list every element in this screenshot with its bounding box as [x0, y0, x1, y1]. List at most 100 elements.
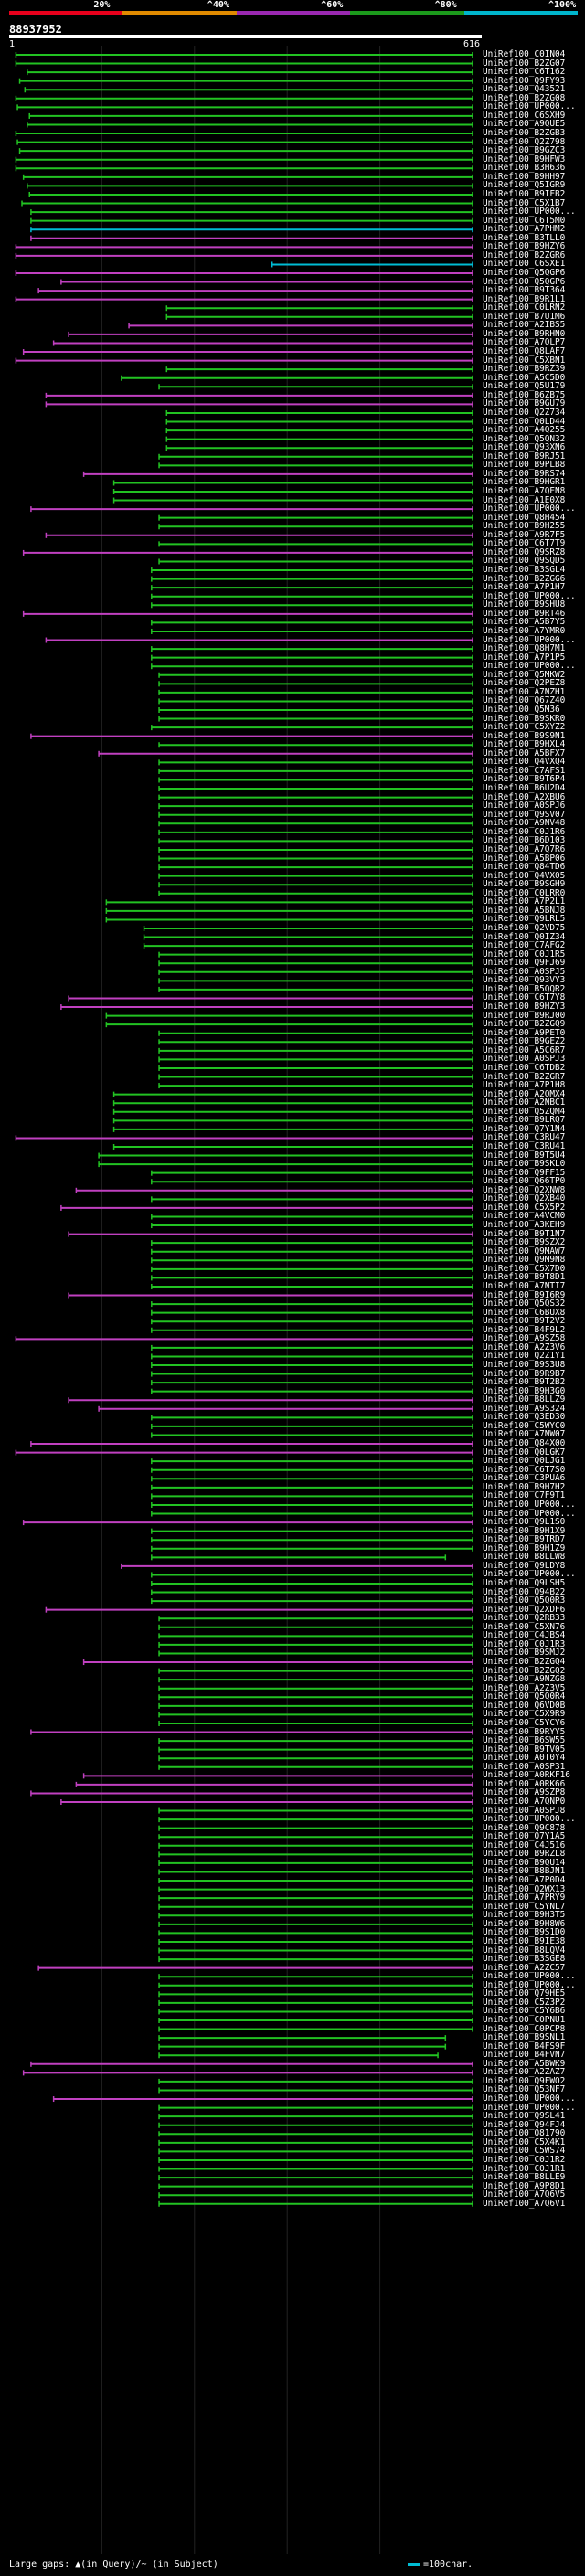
hit-label-link[interactable]: UniRef100_C5X9R9 [483, 1709, 566, 1720]
hit-label-link[interactable]: UniRef100_C7F9T1 [483, 1490, 566, 1501]
hit-label-link[interactable]: UniRef100_B9RJ00 [483, 1010, 566, 1021]
hit-label-link[interactable]: UniRef100_UP000... [483, 2102, 576, 2113]
hit-label-link[interactable]: UniRef100_Q2XB40 [483, 1193, 566, 1204]
hit-label-link[interactable]: UniRef100_Q5IGR9 [483, 180, 566, 191]
hit-label-link[interactable]: UniRef100_A3KEH9 [483, 1220, 566, 1231]
hit-label-link[interactable]: UniRef100_C5X1B7 [483, 197, 566, 208]
hit-label-link[interactable]: UniRef100_B9T364 [483, 285, 566, 296]
hit-label-link[interactable]: UniRef100_A9QUE5 [483, 119, 566, 130]
hit-label-link[interactable]: UniRef100_Q4VXQ4 [483, 757, 566, 768]
hit-label-link[interactable]: UniRef100_UP000... [483, 504, 576, 514]
hit-label-link[interactable]: UniRef100_A7NW07 [483, 1429, 566, 1440]
hit-label-link[interactable]: UniRef100_C6BUX8 [483, 1307, 566, 1318]
hit-label-link[interactable]: UniRef100_Q8H7M1 [483, 643, 566, 654]
hit-label-link[interactable]: UniRef100_B9RZ39 [483, 364, 566, 375]
hit-label-link[interactable]: UniRef100_C5Z3P2 [483, 1997, 566, 2008]
hit-label-link[interactable]: UniRef100_C0LRR0 [483, 887, 566, 898]
hit-label-link[interactable]: UniRef100_C0LRN2 [483, 302, 566, 313]
hit-label-link[interactable]: UniRef100_B9T5U4 [483, 1150, 566, 1161]
hit-label-link[interactable]: UniRef100_B6SW55 [483, 1735, 566, 1746]
hit-label-link[interactable]: UniRef100_Q2XNW8 [483, 1184, 566, 1195]
hit-label-link[interactable]: UniRef100_A7NTI7 [483, 1280, 566, 1291]
hit-label-link[interactable]: UniRef100_B9RHN0 [483, 328, 566, 339]
hit-label-link[interactable]: UniRef100_B9IE38 [483, 1935, 566, 1946]
hit-label-link[interactable]: UniRef100_B9TRD7 [483, 1534, 566, 1545]
hit-label-link[interactable]: UniRef100_B9R1L1 [483, 293, 566, 304]
hit-label-link[interactable]: UniRef100_Q53NF7 [483, 2084, 566, 2095]
hit-label-link[interactable]: UniRef100_Q84X00 [483, 1438, 566, 1449]
hit-label-link[interactable]: UniRef100_Q67Z40 [483, 695, 566, 706]
hit-label-link[interactable]: UniRef100_Q9SQD5 [483, 556, 566, 567]
hit-label-link[interactable]: UniRef100_A2ZC57 [483, 1962, 566, 1973]
hit-label-link[interactable]: UniRef100_Q5Q0R4 [483, 1691, 566, 1702]
hit-label-link[interactable]: UniRef100_UP000... [483, 2094, 576, 2104]
hit-label-link[interactable]: UniRef100_Q66TP0 [483, 1176, 566, 1187]
hit-label-link[interactable]: UniRef100_Q84TD6 [483, 862, 566, 873]
hit-label-link[interactable]: UniRef100_C0J1R2 [483, 2154, 566, 2165]
hit-label-link[interactable]: UniRef100_A5BP06 [483, 853, 566, 864]
hit-label-link[interactable]: UniRef100_UP000... [483, 207, 576, 217]
hit-label-link[interactable]: UniRef100_A9S324 [483, 1403, 566, 1414]
hit-label-link[interactable]: UniRef100_C6T7S0 [483, 1464, 566, 1475]
hit-label-link[interactable]: UniRef100_A9PET0 [483, 1027, 566, 1038]
hit-label-link[interactable]: UniRef100_B9TV05 [483, 1744, 566, 1754]
hit-label-link[interactable]: UniRef100_Q0IZ34 [483, 931, 566, 942]
hit-label-link[interactable]: UniRef100_B9SGH9 [483, 879, 566, 890]
hit-label-link[interactable]: UniRef100_Q9C878 [483, 1822, 566, 1833]
hit-label-link[interactable]: UniRef100_Q9MAW7 [483, 1246, 566, 1256]
hit-label-link[interactable]: UniRef100_B9H1X9 [483, 1525, 566, 1536]
hit-label-link[interactable]: UniRef100_B9GEZ2 [483, 1036, 566, 1047]
hit-label-link[interactable]: UniRef100_A4Q255 [483, 425, 566, 436]
hit-label-link[interactable]: UniRef100_C5X7D0 [483, 1263, 566, 1274]
hit-label-link[interactable]: UniRef100_Q9FY93 [483, 75, 566, 86]
hit-label-link[interactable]: UniRef100_C5WS74 [483, 2146, 566, 2157]
hit-label-link[interactable]: UniRef100_UP000... [483, 1569, 576, 1580]
hit-label-link[interactable]: UniRef100_B9GU79 [483, 398, 566, 409]
hit-label-link[interactable]: UniRef100_B3H636 [483, 163, 566, 174]
hit-label-link[interactable]: UniRef100_B8LLZ9 [483, 1394, 566, 1405]
hit-label-link[interactable]: UniRef100_A9SZ58 [483, 1333, 566, 1344]
hit-label-link[interactable]: UniRef100_C0J1R5 [483, 949, 566, 959]
hit-label-link[interactable]: UniRef100_A2Z3V6 [483, 1341, 566, 1352]
hit-label-link[interactable]: UniRef100_B6D103 [483, 835, 566, 846]
hit-label-link[interactable]: UniRef100_Q94FJ4 [483, 2119, 566, 2130]
hit-label-link[interactable]: UniRef100_B2ZGQ9 [483, 1019, 566, 1030]
hit-label-link[interactable]: UniRef100_B2ZGR6 [483, 249, 566, 260]
hit-label-link[interactable]: UniRef100_Q5MKW2 [483, 669, 566, 680]
hit-label-link[interactable]: UniRef100_C5Y6B6 [483, 2006, 566, 2017]
hit-label-link[interactable]: UniRef100_B9PLB8 [483, 460, 566, 471]
hit-label-link[interactable]: UniRef100_Q2Z734 [483, 407, 566, 418]
hit-label-link[interactable]: UniRef100_UP000... [483, 1499, 576, 1510]
hit-label-link[interactable]: UniRef100_Q5ZQM4 [483, 1106, 566, 1117]
hit-label-link[interactable]: UniRef100_B2ZG07 [483, 58, 566, 69]
hit-label-link[interactable]: UniRef100_Q5Q0R3 [483, 1595, 566, 1606]
hit-label-link[interactable]: UniRef100_C6T7T9 [483, 538, 566, 549]
hit-label-link[interactable]: UniRef100_B9H1Z9 [483, 1542, 566, 1553]
hit-label-link[interactable]: UniRef100_C6T5M0 [483, 215, 566, 226]
hit-label-link[interactable]: UniRef100_C0PCP8 [483, 2023, 566, 2034]
hit-label-link[interactable]: UniRef100_B8LLE9 [483, 2172, 566, 2183]
hit-label-link[interactable]: UniRef100_A4VCM0 [483, 1211, 566, 1222]
hit-label-link[interactable]: UniRef100_B9SKL0 [483, 1159, 566, 1170]
hit-label-link[interactable]: UniRef100_C7AFS1 [483, 765, 566, 776]
hit-label-link[interactable]: UniRef100_Q9FJ69 [483, 958, 566, 969]
hit-label-link[interactable]: UniRef100_B9RZL8 [483, 1849, 566, 1860]
hit-label-link[interactable]: UniRef100_A0SPJ5 [483, 966, 566, 977]
hit-label-link[interactable]: UniRef100_B2ZGQ2 [483, 1665, 566, 1676]
hit-label-link[interactable]: UniRef100_C5X4K1 [483, 2136, 566, 2147]
hit-label-link[interactable]: UniRef100_A5BWK9 [483, 2058, 566, 2069]
hit-label-link[interactable]: UniRef100_Q6VD0B [483, 1700, 566, 1711]
hit-label-link[interactable]: UniRef100_A0SPJ6 [483, 800, 566, 811]
hit-label-link[interactable]: UniRef100_A0SPJ3 [483, 1054, 566, 1065]
hit-label-link[interactable]: UniRef100_C6SXE1 [483, 259, 566, 270]
hit-label-link[interactable]: UniRef100_A9NZG8 [483, 1674, 566, 1685]
hit-label-link[interactable]: UniRef100_B9H7H2 [483, 1481, 566, 1492]
hit-label-link[interactable]: UniRef100_Q5U179 [483, 381, 566, 392]
hit-label-link[interactable]: UniRef100_A5C6R7 [483, 1044, 566, 1055]
hit-label-link[interactable]: UniRef100_Q3ED30 [483, 1412, 566, 1423]
hit-label-link[interactable]: UniRef100_Q9LSH5 [483, 1578, 566, 1588]
hit-label-link[interactable]: UniRef100_A7Q7R6 [483, 843, 566, 854]
hit-label-link[interactable]: UniRef100_A2QMX4 [483, 1088, 566, 1099]
hit-label-link[interactable]: UniRef100_A7Q6V5 [483, 2189, 566, 2200]
hit-label-link[interactable]: UniRef100_C5X5P2 [483, 1202, 566, 1213]
